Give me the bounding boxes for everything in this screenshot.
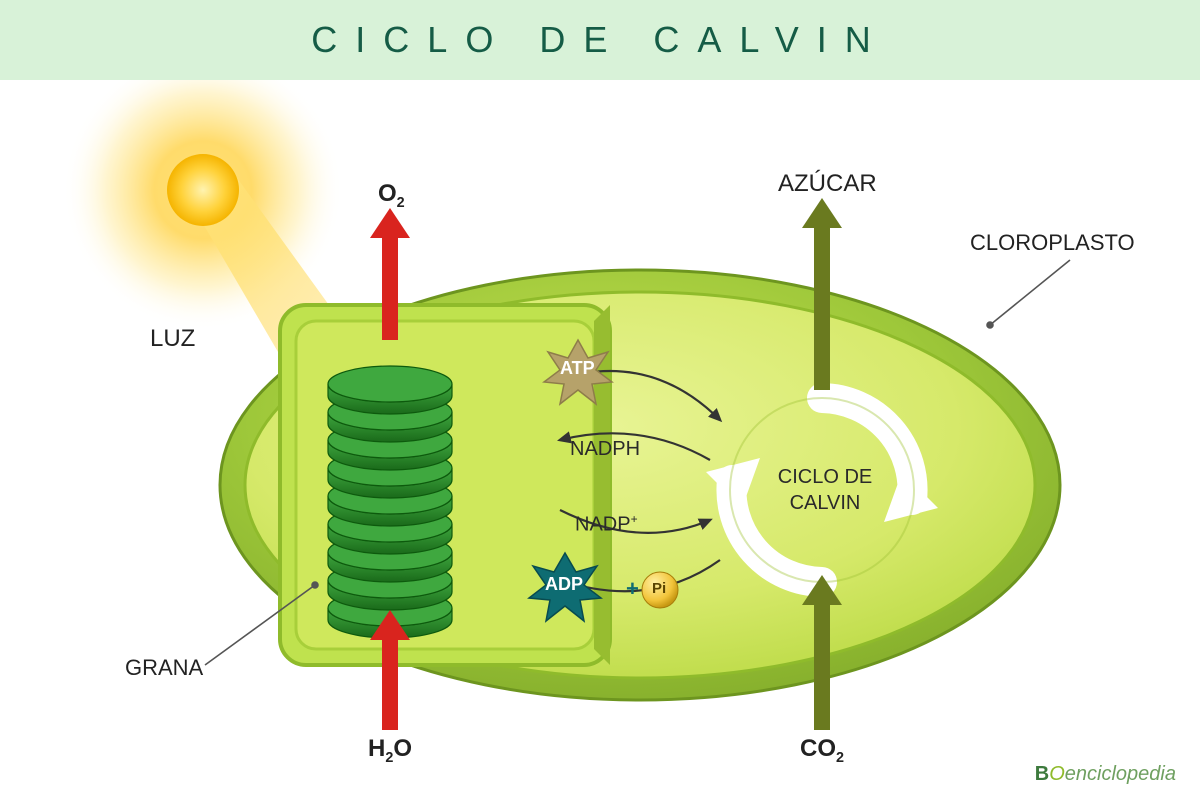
label-adp: ADP <box>545 574 583 595</box>
watermark: BOenciclopedia <box>1035 763 1176 786</box>
label-co2: CO2 <box>800 735 844 766</box>
label-plus: + <box>626 576 639 602</box>
label-atp: ATP <box>560 358 595 379</box>
label-nadp: NADP+ <box>575 512 638 537</box>
diagram-canvas: LUZ O2 H2O AZÚCAR CLOROPLASTO GRANA CO2 … <box>0 80 1200 800</box>
label-o2: O2 <box>378 180 405 211</box>
label-nadph: NADPH <box>570 438 640 461</box>
grana-stack <box>328 366 452 638</box>
sun-core-icon <box>167 154 239 226</box>
title-bar: CICLO DE CALVIN <box>0 0 1200 80</box>
page-title: CICLO DE CALVIN <box>311 19 888 61</box>
label-cloroplasto: CLOROPLASTO <box>970 230 1135 256</box>
label-grana: GRANA <box>125 655 203 681</box>
label-luz: LUZ <box>150 325 195 353</box>
label-calvin: CICLO DECALVIN <box>770 464 880 516</box>
label-h2o: H2O <box>368 735 412 766</box>
label-azucar: AZÚCAR <box>778 170 877 198</box>
label-pi: Pi <box>652 580 666 597</box>
